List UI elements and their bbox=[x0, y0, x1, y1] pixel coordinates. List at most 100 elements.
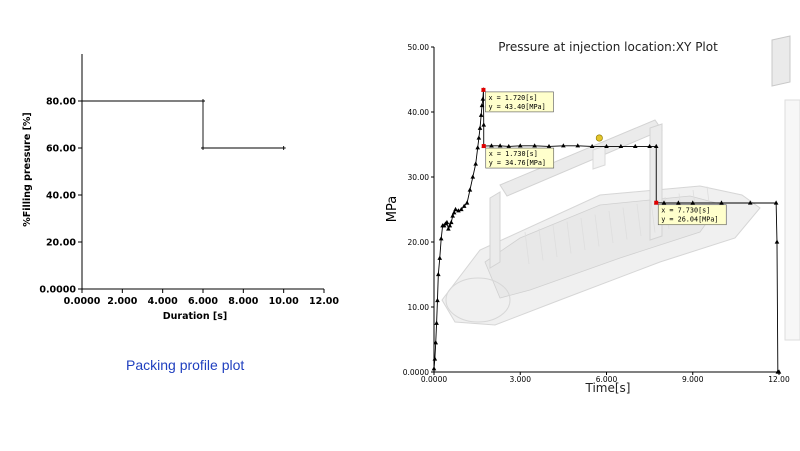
part-rib bbox=[580, 217, 586, 251]
data-point bbox=[464, 200, 470, 205]
x-tick-label: 3.000 bbox=[510, 375, 532, 384]
data-point bbox=[435, 297, 440, 303]
data-point bbox=[676, 200, 681, 205]
data-point bbox=[450, 213, 455, 218]
data-point bbox=[436, 271, 441, 277]
x-tick-label: 10.00 bbox=[269, 296, 299, 307]
x-tick-label: 12.00 bbox=[309, 296, 339, 307]
x-tick-label: 0.0000 bbox=[421, 375, 447, 384]
data-point bbox=[456, 208, 461, 213]
data-point bbox=[480, 96, 486, 101]
x-tick-label: 6.000 bbox=[188, 296, 218, 307]
annotation-box bbox=[485, 91, 554, 113]
y-axis-label: %Filling pressure [%] bbox=[22, 112, 33, 227]
highlight-marker bbox=[595, 134, 603, 142]
data-point bbox=[776, 369, 782, 374]
data-point bbox=[653, 143, 659, 149]
data-point bbox=[470, 174, 476, 179]
chart-caption: Packing profile plot bbox=[126, 357, 245, 373]
x-axis-label: Duration [s] bbox=[163, 311, 227, 322]
data-point bbox=[747, 200, 753, 205]
data-point bbox=[447, 223, 453, 228]
y-tick-label: 0.0000 bbox=[403, 368, 429, 377]
data-point bbox=[201, 99, 205, 103]
data-point bbox=[719, 200, 724, 205]
data-point bbox=[453, 206, 458, 212]
y-tick-label: 0.0000 bbox=[39, 285, 76, 296]
x-tick-label: 4.000 bbox=[148, 296, 178, 307]
annotation-box bbox=[485, 147, 555, 169]
y-tick-label: 60.00 bbox=[46, 144, 76, 155]
data-point bbox=[618, 143, 624, 149]
data-point bbox=[201, 146, 205, 150]
data-point bbox=[632, 143, 638, 149]
y-tick-label: 20.00 bbox=[46, 238, 76, 249]
x-axis-label: Time[s] bbox=[585, 381, 631, 395]
y-tick-label: 80.00 bbox=[46, 97, 76, 108]
data-point bbox=[459, 206, 464, 212]
data-point bbox=[774, 239, 780, 244]
data-point bbox=[477, 125, 483, 130]
x-tick-label: 6.000 bbox=[596, 375, 618, 384]
series-line bbox=[82, 100, 284, 149]
part-rib bbox=[650, 200, 656, 233]
data-point bbox=[437, 255, 443, 260]
selected-point bbox=[481, 87, 486, 92]
data-point bbox=[647, 143, 652, 149]
data-point bbox=[476, 135, 482, 140]
y-tick-label: 30.00 bbox=[408, 173, 430, 182]
side-panel-edge bbox=[784, 99, 800, 341]
data-point bbox=[575, 143, 581, 148]
data-point bbox=[604, 143, 609, 149]
part-rib bbox=[622, 207, 628, 240]
x-tick-label: 8.000 bbox=[228, 296, 258, 307]
data-point bbox=[481, 122, 487, 127]
y-axis-label: MPa bbox=[385, 196, 400, 222]
part-rib bbox=[636, 203, 642, 237]
data-point bbox=[475, 145, 480, 150]
data-point bbox=[506, 143, 512, 149]
data-point bbox=[517, 143, 523, 148]
x-tick-label: 9.000 bbox=[682, 375, 704, 384]
data-point bbox=[434, 320, 439, 325]
x-tick-label: 0.0000 bbox=[64, 296, 101, 307]
data-point bbox=[451, 210, 457, 215]
y-tick-label: 40.00 bbox=[46, 191, 76, 202]
data-point bbox=[773, 200, 779, 205]
data-point bbox=[438, 236, 444, 241]
part-runner-post bbox=[489, 191, 501, 269]
data-point bbox=[489, 143, 494, 148]
view-cube-icon bbox=[771, 35, 791, 87]
part-rib bbox=[608, 210, 614, 244]
y-tick-label: 40.00 bbox=[408, 108, 430, 117]
data-point bbox=[546, 143, 552, 149]
part-nozzle-ring bbox=[445, 277, 511, 323]
data-point bbox=[433, 340, 439, 345]
data-point bbox=[461, 203, 467, 208]
data-point bbox=[661, 200, 667, 205]
annotation-x-text: x = 7.730[s] bbox=[661, 207, 710, 215]
part-gate bbox=[592, 145, 606, 170]
data-point bbox=[467, 187, 473, 192]
x-tick-label: 12.00 bbox=[768, 375, 790, 384]
data-point bbox=[444, 219, 450, 225]
annotation-y-text: y = 43.40[MPa] bbox=[488, 103, 545, 111]
part-rib bbox=[552, 224, 558, 258]
annotation-x-text: x = 1.730[s] bbox=[489, 150, 538, 158]
data-point bbox=[281, 146, 286, 150]
data-point bbox=[478, 112, 484, 117]
annotation-y-text: y = 26.04[MPa] bbox=[661, 216, 718, 224]
data-point bbox=[432, 356, 438, 361]
data-point bbox=[448, 219, 454, 225]
part-rib bbox=[538, 228, 544, 261]
chart-title: Pressure at injection location:XY Plot bbox=[498, 40, 718, 54]
data-point bbox=[589, 143, 595, 149]
data-point bbox=[532, 143, 537, 148]
data-point bbox=[80, 99, 84, 103]
y-tick-label: 10.00 bbox=[408, 303, 430, 312]
selected-point bbox=[481, 144, 486, 149]
data-point bbox=[497, 143, 503, 148]
x-tick-label: 2.000 bbox=[107, 296, 137, 307]
y-tick-label: 20.00 bbox=[408, 238, 430, 247]
